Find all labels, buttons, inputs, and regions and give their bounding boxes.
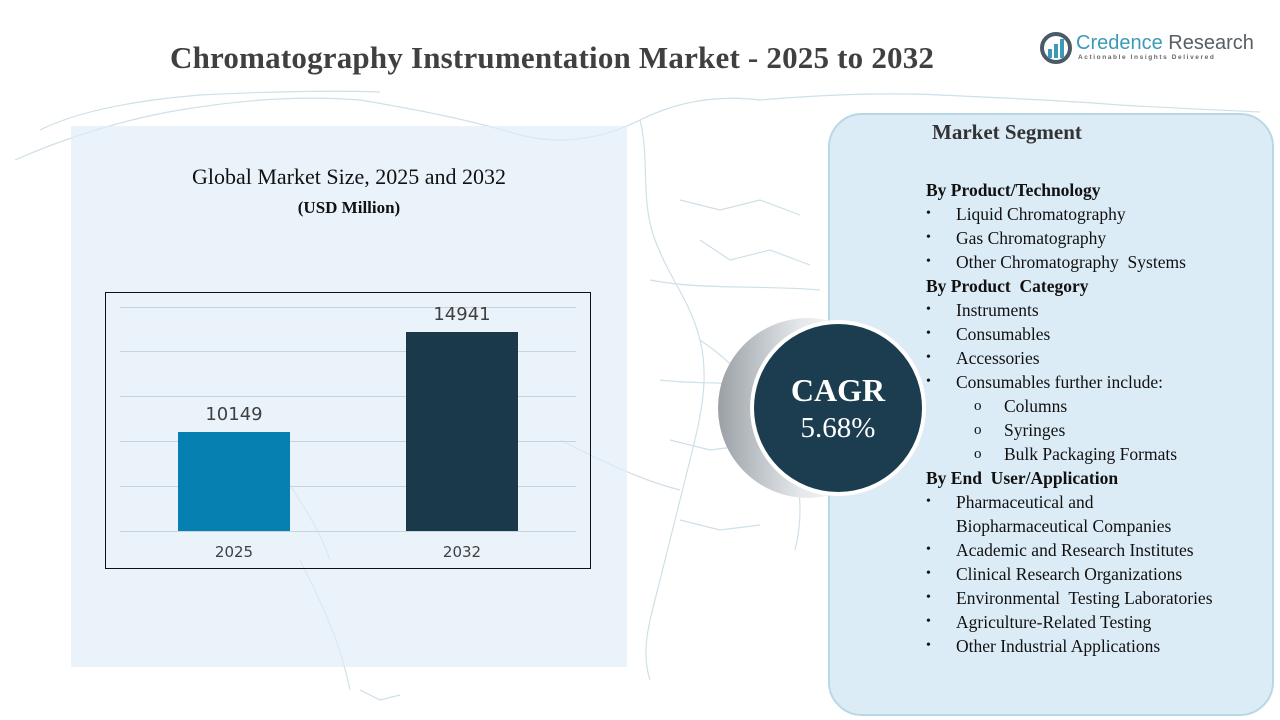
bar-value-2025: 10149 [205,404,263,425]
chart-subtitle: (USD Million) [297,198,401,217]
segment-item: • Environmental Testing Laboratories [926,588,1213,608]
segment-item: • Consumables [926,324,1051,344]
bullet-icon: • [926,566,931,581]
bullet-icon: • [926,326,931,341]
cagr-badge: CAGR 5.68% [750,320,926,496]
segment-item: • Accessories [926,348,1040,368]
logo-name-research: Research [1168,32,1254,54]
gridline [120,486,576,487]
category-label-2025: 2025 [214,543,254,561]
bar-2032 [406,332,518,531]
cagr-value: 5.68% [800,412,876,444]
circle-bullet-icon: o [974,446,982,462]
gridline [120,396,576,397]
segment-item: • Clinical Research Organizations [926,564,1183,584]
category-label-2032: 2032 [442,543,482,561]
gridline [120,531,576,532]
segment-list: By Product/Technology • Liquid Chromatogr… [926,178,1213,658]
segment-item: • Other Chromatography Systems [926,252,1186,272]
cagr-label: CAGR [790,372,886,408]
segment-item-continuation: Biopharmaceutical Companies [956,516,1172,536]
segment-item: • Pharmaceutical and [926,492,1094,512]
segment-item: • Gas Chromatography [926,228,1107,248]
bullet-icon: • [926,638,931,653]
segment-heading: By Product Category [926,276,1089,296]
segment-heading: By End User/Application [926,468,1119,488]
bullet-icon: • [926,614,931,629]
gridline [120,307,576,308]
bullet-icon: • [926,254,931,269]
gridline [120,351,576,352]
bullet-icon: • [926,590,931,605]
gridline [120,441,576,442]
segment-item: • Instruments [926,300,1039,320]
segment-title: Market Segment [932,120,1082,144]
circle-bullet-icon: o [974,398,982,414]
segment-heading: By Product/Technology [926,180,1101,200]
segment-item: • Academic and Research Institutes [926,540,1194,560]
bullet-icon: • [926,542,931,557]
segment-item: • Other Industrial Applications [926,636,1161,656]
bar-chart-logo-icon [1040,32,1072,64]
bar-value-2032: 14941 [433,304,491,325]
segment-subitem: o Bulk Packaging Formats [974,444,1178,464]
logo-tagline: Actionable Insights Delivered [1078,54,1216,61]
segment-item: • Agriculture-Related Testing [926,612,1152,632]
bullet-icon: • [926,206,931,221]
segment-item: • Consumables further include: [926,372,1164,392]
segment-subitem: o Columns [974,396,1068,416]
bullet-icon: • [926,230,931,245]
bar-2025 [178,432,290,531]
bullet-icon: • [926,494,931,509]
company-logo: Credence Research Actionable Insights De… [1040,32,1260,68]
segment-item: • Liquid Chromatography [926,204,1126,224]
bullet-icon: • [926,302,931,317]
bullet-icon: • [926,350,931,365]
segment-subitem: o Syringes [974,420,1066,440]
circle-bullet-icon: o [974,422,982,438]
chart-title: Global Market Size, 2025 and 2032 [191,164,507,189]
page-title: Chromatography Instrumentation Market - … [170,40,935,75]
logo-name-credence: Credence [1076,32,1163,54]
bullet-icon: • [926,374,931,389]
bar-chart-frame [105,292,591,569]
